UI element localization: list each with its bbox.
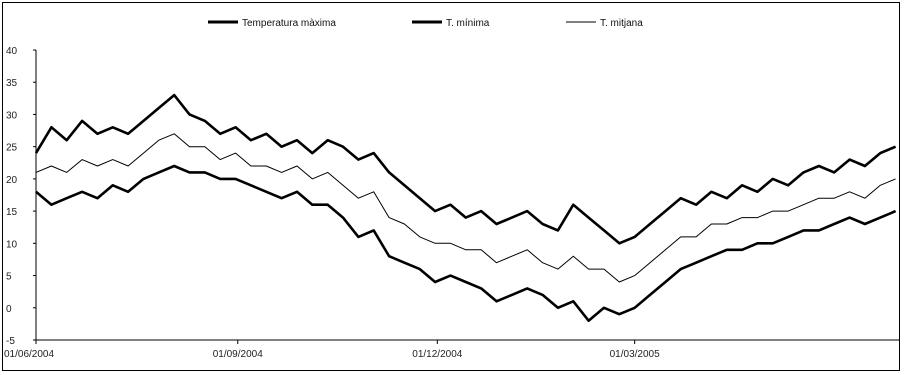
legend-label-t-minima: T. mínima (446, 18, 490, 29)
x-tick-label: 01/06/2004 (4, 349, 54, 360)
x-tick-label: 01/09/2004 (213, 349, 263, 360)
y-tick-label: 0 (6, 304, 12, 315)
y-tick-label: 40 (6, 46, 18, 57)
y-tick-label: 25 (6, 143, 18, 154)
y-tick-label: 15 (6, 207, 18, 218)
y-tick-label: 5 (6, 272, 12, 283)
y-tick-label: -5 (6, 336, 15, 347)
y-ticks: -5 0 5 10 15 20 25 30 35 40 (6, 46, 36, 347)
legend: Temperatura màxima T. mínima T. mitjana (208, 18, 643, 29)
x-ticks: 01/06/2004 01/09/2004 01/12/2004 01/03/2005 (4, 340, 660, 360)
series-line-2 (35, 133, 896, 283)
series-line-0 (34, 93, 897, 245)
y-tick-label: 10 (6, 239, 18, 250)
series-line-1 (35, 164, 897, 322)
x-tick-label: 01/03/2005 (610, 349, 660, 360)
legend-label-temperatura-maxima: Temperatura màxima (242, 18, 336, 29)
chart-frame (2, 2, 900, 371)
y-tick-label: 35 (6, 78, 18, 89)
y-tick-label: 30 (6, 110, 18, 121)
y-tick-label: 20 (6, 175, 18, 186)
x-tick-label: 01/12/2004 (412, 349, 462, 360)
series-lines (34, 93, 897, 322)
legend-label-t-mitjana: T. mitjana (600, 18, 643, 29)
